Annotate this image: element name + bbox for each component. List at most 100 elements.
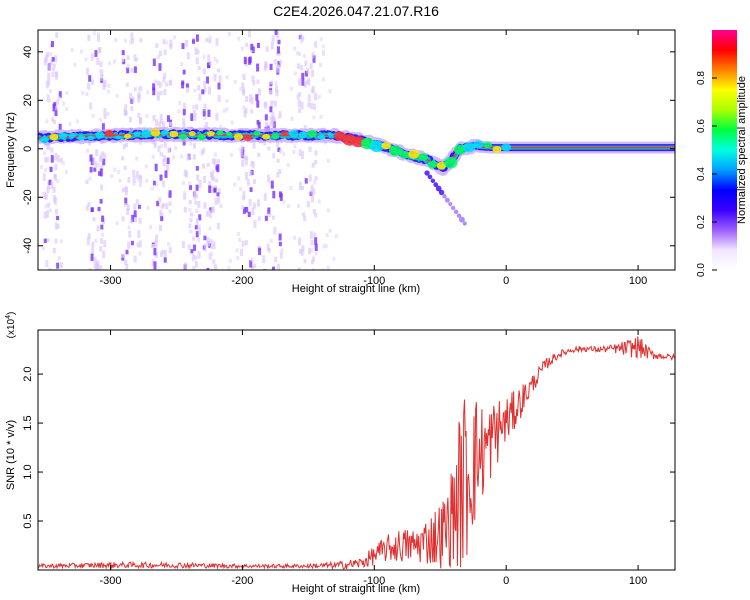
noise-speck xyxy=(51,66,55,72)
colorbar-tick-label: 0.4 xyxy=(696,167,707,181)
y-tick-label: 1.0 xyxy=(22,464,34,479)
noise-speck xyxy=(206,267,210,270)
spectrogram-frame xyxy=(37,29,676,271)
noise-speck xyxy=(322,51,326,56)
noise-speck xyxy=(312,256,316,262)
snr-series xyxy=(38,336,675,570)
noise-speck xyxy=(245,206,249,213)
noise-speck xyxy=(276,263,280,270)
noise-speck xyxy=(271,35,275,42)
noise-speck xyxy=(48,268,52,270)
noise-speck xyxy=(267,146,271,151)
noise-speck xyxy=(271,215,275,220)
noise-speck xyxy=(181,82,185,89)
noise-speck xyxy=(298,248,302,254)
noise-speck xyxy=(314,243,318,251)
noise-speck xyxy=(52,103,56,112)
ridge-blob xyxy=(40,136,49,144)
noise-speck xyxy=(151,259,155,266)
noise-speck xyxy=(171,155,175,160)
noise-speck xyxy=(310,194,314,203)
noise-speck xyxy=(162,155,166,162)
noise-speck xyxy=(203,235,207,241)
noise-speck xyxy=(274,30,278,35)
noise-speck xyxy=(125,263,129,270)
noise-speck xyxy=(131,214,135,223)
noise-speck xyxy=(238,237,242,242)
noise-speck xyxy=(51,117,55,122)
noise-speck xyxy=(212,240,216,246)
noise-speck xyxy=(124,197,128,205)
noise-speck xyxy=(99,265,103,270)
noise-speck xyxy=(145,113,149,118)
noise-speck xyxy=(88,176,92,181)
noise-speck xyxy=(191,254,195,260)
noise-speck xyxy=(48,179,52,185)
ridge-blob xyxy=(327,132,334,137)
noise-speck xyxy=(256,42,260,49)
noise-speck xyxy=(85,67,89,76)
noise-speck xyxy=(164,40,168,45)
noise-speck xyxy=(47,181,51,190)
ridge-blob xyxy=(243,134,253,142)
noise-speck xyxy=(306,201,310,208)
noise-speck xyxy=(165,164,169,172)
noise-speck xyxy=(297,267,301,270)
noise-speck xyxy=(163,250,167,258)
noise-speck xyxy=(133,255,137,263)
noise-speck xyxy=(52,194,56,203)
noise-speck xyxy=(125,249,129,255)
noise-speck xyxy=(301,245,305,252)
noise-speck xyxy=(56,99,60,105)
noise-speck xyxy=(326,158,330,163)
noise-speck xyxy=(126,55,130,61)
noise-speck xyxy=(314,176,318,181)
noise-speck xyxy=(257,121,261,129)
noise-speck xyxy=(227,32,231,37)
ridge-blob xyxy=(225,132,233,137)
noise-speck xyxy=(195,209,199,214)
noise-speck xyxy=(292,149,296,154)
noise-speck xyxy=(270,41,274,50)
spectrogram-y-axis-label: Frequency (Hz) xyxy=(5,112,17,188)
noise-speck xyxy=(262,255,266,264)
noise-speck xyxy=(100,184,104,191)
noise-speck xyxy=(233,182,237,187)
noise-speck xyxy=(49,166,53,173)
noise-speck xyxy=(169,121,173,126)
noise-speck xyxy=(275,89,279,97)
noise-speck xyxy=(182,102,186,110)
noise-speck xyxy=(198,179,202,188)
noise-speck xyxy=(133,203,137,210)
secondary-trail-point xyxy=(438,189,445,196)
noise-speck xyxy=(88,268,92,270)
noise-speck xyxy=(201,163,205,169)
noise-speck xyxy=(55,71,59,80)
noise-speck xyxy=(181,240,185,248)
noise-speck xyxy=(293,46,297,51)
noise-speck xyxy=(227,266,231,270)
x-tick-label: 100 xyxy=(629,575,647,587)
noise-speck xyxy=(244,162,248,167)
noise-speck xyxy=(158,121,162,127)
noise-speck xyxy=(44,168,48,173)
noise-speck xyxy=(280,248,284,253)
noise-speck xyxy=(100,153,104,162)
noise-speck xyxy=(216,159,220,164)
noise-speck xyxy=(92,217,96,222)
noise-speck xyxy=(133,66,137,73)
noise-speck xyxy=(92,157,96,165)
ridge-blob xyxy=(87,135,95,141)
noise-speck xyxy=(45,119,49,124)
noise-speck xyxy=(244,172,248,180)
noise-speck xyxy=(81,90,85,95)
noise-speck xyxy=(156,200,160,207)
noise-speck xyxy=(297,203,301,208)
noise-speck xyxy=(244,240,248,246)
noise-speck xyxy=(47,75,51,80)
noise-speck xyxy=(236,231,240,236)
noise-speck xyxy=(268,123,272,128)
noise-speck xyxy=(100,69,104,78)
noise-speck xyxy=(54,238,58,244)
